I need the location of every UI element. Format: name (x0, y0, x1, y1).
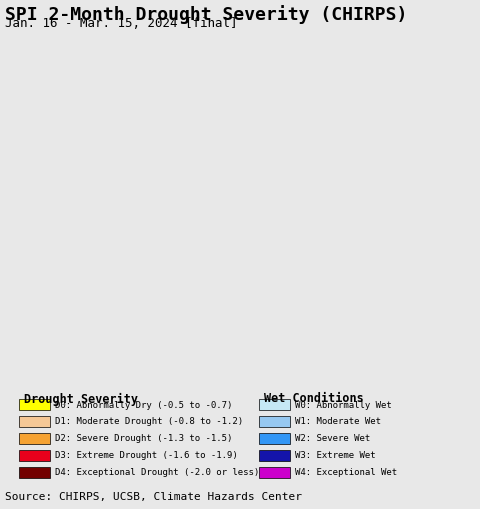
Text: W1: Moderate Wet: W1: Moderate Wet (295, 417, 381, 426)
Text: D1: Moderate Drought (-0.8 to -1.2): D1: Moderate Drought (-0.8 to -1.2) (55, 417, 243, 426)
Text: W3: Extreme Wet: W3: Extreme Wet (295, 450, 376, 460)
Text: Jan. 16 - Mar. 15, 2024 [final]: Jan. 16 - Mar. 15, 2024 [final] (5, 17, 237, 30)
Text: Wet Conditions: Wet Conditions (264, 392, 364, 405)
Text: Drought Severity: Drought Severity (24, 392, 138, 405)
Text: W0: Abnormally Wet: W0: Abnormally Wet (295, 400, 392, 409)
FancyBboxPatch shape (19, 433, 50, 444)
FancyBboxPatch shape (259, 433, 290, 444)
FancyBboxPatch shape (259, 416, 290, 428)
FancyBboxPatch shape (259, 450, 290, 461)
Text: W4: Exceptional Wet: W4: Exceptional Wet (295, 467, 397, 476)
Text: D4: Exceptional Drought (-2.0 or less): D4: Exceptional Drought (-2.0 or less) (55, 467, 260, 476)
Text: SPI 2-Month Drought Severity (CHIRPS): SPI 2-Month Drought Severity (CHIRPS) (5, 5, 407, 24)
Text: D3: Extreme Drought (-1.6 to -1.9): D3: Extreme Drought (-1.6 to -1.9) (55, 450, 238, 460)
FancyBboxPatch shape (259, 399, 290, 411)
FancyBboxPatch shape (19, 467, 50, 478)
FancyBboxPatch shape (19, 399, 50, 411)
Text: W2: Severe Wet: W2: Severe Wet (295, 434, 371, 443)
Text: D2: Severe Drought (-1.3 to -1.5): D2: Severe Drought (-1.3 to -1.5) (55, 434, 233, 443)
FancyBboxPatch shape (259, 467, 290, 478)
Text: Source: CHIRPS, UCSB, Climate Hazards Center: Source: CHIRPS, UCSB, Climate Hazards Ce… (5, 491, 302, 501)
Text: D0: Abnormally Dry (-0.5 to -0.7): D0: Abnormally Dry (-0.5 to -0.7) (55, 400, 233, 409)
FancyBboxPatch shape (19, 450, 50, 461)
FancyBboxPatch shape (19, 416, 50, 428)
